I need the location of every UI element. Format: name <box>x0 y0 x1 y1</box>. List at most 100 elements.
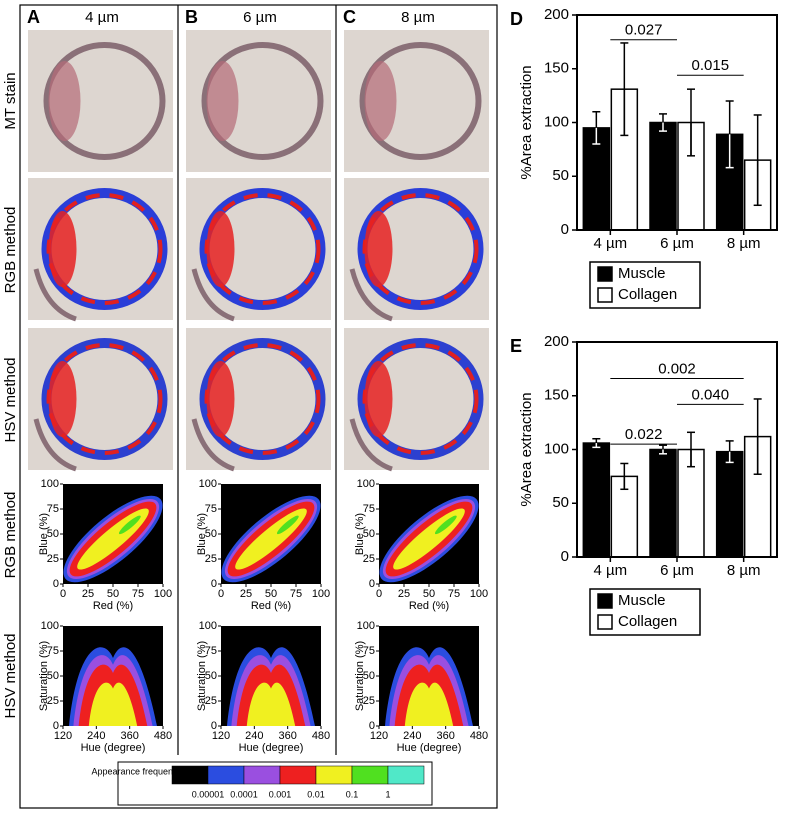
y-tick-label: 0 <box>53 578 59 590</box>
x-tick-label: 8 µm <box>727 235 761 252</box>
colorbar-swatch <box>171 765 209 785</box>
tissue-muscle <box>48 361 77 437</box>
x-tick-label: 4 µm <box>594 562 628 579</box>
row-label: RGB method <box>2 207 19 294</box>
error-bar <box>725 100 734 169</box>
y-tick-label: 50 <box>205 670 217 682</box>
y-tick-label: 0 <box>369 578 375 590</box>
tissue-muscle <box>206 61 239 141</box>
y-axis-label: %Area extraction <box>518 392 535 506</box>
y-tick-label: 50 <box>363 528 375 540</box>
density-level <box>88 682 138 726</box>
x-tick-label: 25 <box>240 588 252 600</box>
tissue-ring <box>43 42 166 160</box>
legend-label: Collagen <box>618 286 677 303</box>
x-tick-label: 25 <box>82 588 94 600</box>
x-axis-label: Red (%) <box>251 600 291 612</box>
y-tick-label: 50 <box>552 494 569 511</box>
y-tick-label: 50 <box>47 670 59 682</box>
y-tick-label: 150 <box>544 60 569 77</box>
bar <box>715 450 744 558</box>
tissue-flap <box>191 418 235 472</box>
tissue-muscle <box>364 211 393 287</box>
density-cloud <box>221 495 321 583</box>
column-label: 8 µm <box>401 9 435 26</box>
y-tick-label: 100 <box>357 620 375 632</box>
legend-label: Muscle <box>618 265 666 282</box>
row-label: HSV method <box>2 633 19 718</box>
tissue-ring <box>201 42 324 160</box>
y-tick-label: 50 <box>363 670 375 682</box>
legend-label: Muscle <box>618 592 666 609</box>
error-bar <box>753 398 762 475</box>
x-tick-label: 8 µm <box>727 562 761 579</box>
error-bar <box>725 440 734 464</box>
x-tick-label: 480 <box>312 730 330 742</box>
x-tick-label: 0 <box>218 588 224 600</box>
y-tick-label: 150 <box>544 387 569 404</box>
y-tick-label: 75 <box>47 503 59 515</box>
y-tick-label: 25 <box>47 695 59 707</box>
colorbar-swatch <box>279 765 317 785</box>
x-tick-label: 120 <box>370 730 388 742</box>
colorbar-title: Appearance frequency (%) <box>91 766 198 776</box>
density-level <box>404 682 454 726</box>
significance-label: 0.040 <box>692 386 730 403</box>
colorbar-swatch <box>351 765 389 785</box>
y-tick-label: 50 <box>205 528 217 540</box>
tissue-flap <box>349 268 393 322</box>
x-tick-label: 75 <box>290 588 302 600</box>
error-bar <box>620 42 629 137</box>
colorbar-label: 0.1 <box>346 789 359 799</box>
tissue-flap <box>349 418 393 472</box>
y-tick-label: 50 <box>552 167 569 184</box>
colorbar-swatch <box>207 765 245 785</box>
density-cloud <box>63 495 163 583</box>
colorbar-label: 0.001 <box>269 789 292 799</box>
y-tick-label: 0 <box>211 720 217 732</box>
legend-swatch <box>597 593 613 609</box>
y-tick-label: 0 <box>561 221 569 238</box>
y-tick-label: 75 <box>363 645 375 657</box>
y-tick-label: 75 <box>363 503 375 515</box>
x-axis-label: Hue (degree) <box>81 742 146 754</box>
x-tick-label: 100 <box>312 588 330 600</box>
x-tick-label: 240 <box>403 730 421 742</box>
x-tick-label: 75 <box>448 588 460 600</box>
y-tick-label: 25 <box>205 695 217 707</box>
y-axis-label: Saturation (%) <box>196 641 208 711</box>
y-tick-label: 25 <box>363 553 375 565</box>
row-label: RGB method <box>2 492 19 579</box>
y-axis-label: %Area extraction <box>518 65 535 179</box>
colorbar-swatch <box>315 765 353 785</box>
tissue-ring <box>359 42 482 160</box>
x-tick-label: 240 <box>245 730 263 742</box>
significance-label: 0.027 <box>625 22 663 39</box>
x-tick-label: 0 <box>376 588 382 600</box>
y-tick-label: 75 <box>205 503 217 515</box>
x-tick-label: 0 <box>60 588 66 600</box>
y-tick-label: 200 <box>544 333 569 350</box>
x-axis-label: Red (%) <box>93 600 133 612</box>
density-level <box>118 515 141 535</box>
tissue-muscle <box>206 211 235 287</box>
error-bar <box>659 113 667 132</box>
row-label: MT stain <box>2 72 19 129</box>
colorbar-label: 0.0001 <box>230 789 258 799</box>
legend-swatch <box>597 266 613 282</box>
y-axis-label: Blue (%) <box>196 513 208 555</box>
tissue-muscle <box>364 361 393 437</box>
plot-frame <box>576 341 778 558</box>
tissue-muscle <box>48 61 81 141</box>
error-bar <box>592 111 601 145</box>
x-tick-label: 360 <box>278 730 296 742</box>
column-label: 6 µm <box>243 9 277 26</box>
panel-letter: E <box>510 336 522 356</box>
tissue-muscle <box>48 211 77 287</box>
x-tick-label: 50 <box>107 588 119 600</box>
density-level <box>276 515 299 535</box>
y-tick-label: 100 <box>357 478 375 490</box>
panel-letter: A <box>27 7 40 27</box>
x-tick-label: 480 <box>470 730 488 742</box>
